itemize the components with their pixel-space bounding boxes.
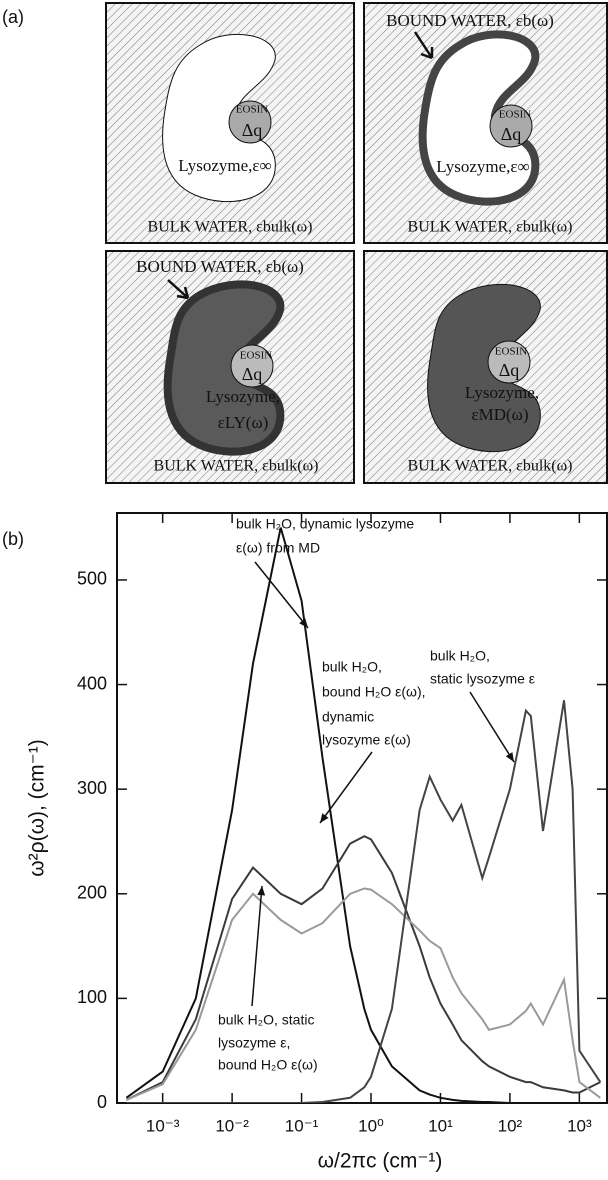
lysozyme-shape [162,33,276,202]
diagram [105,2,608,484]
annotation: static lysozyme ε [430,671,535,687]
x-tick-label: 10⁻² [215,1116,249,1135]
diagram-label: Δq [499,360,520,380]
y-tick-label: 0 [97,1092,107,1112]
annotation: lysozyme ε, [218,1035,290,1051]
x-tick-label: 10⁻³ [146,1116,180,1135]
annotation: bound H₂O ε(ω) [218,1057,318,1073]
series-line [125,835,601,1101]
x-tick-label: 10¹ [428,1116,453,1135]
y-axis-label: ω²ρ(ω), (cm⁻¹) [26,739,49,876]
arrow-head [257,886,266,896]
diagram-label: BULK WATER, εbulk(ω) [408,458,573,475]
eosin [487,340,531,384]
annotation: bulk H₂O, dynamic lysozyme [236,516,414,532]
annotation: ε(ω) from MD [236,540,320,556]
diagram-label: εMD(ω) [471,405,528,424]
arrow-head [320,813,329,823]
y-tick-label: 300 [77,778,107,798]
annotation: bulk H₂O, static [218,1012,314,1028]
annotation-arrow [251,885,263,1007]
lysozyme-shape [163,280,285,456]
diagram-label: Δq [242,364,263,384]
diagram-label: εLY(ω) [218,413,269,432]
x-tick-label: 10³ [567,1116,592,1135]
annotation-arrow [319,751,373,824]
annotation: bulk H₂O, [322,659,382,675]
diagram-label: BULK WATER, εbulk(ω) [154,458,319,475]
x-tick-label: 10⁰ [358,1116,384,1135]
series-line [125,527,601,1103]
arrow [167,279,190,300]
diagram-label: EOSIN [495,346,527,358]
annotation: lysozyme ε(ω) [322,732,411,748]
series-line [126,887,601,1101]
y-tick-label: 500 [77,569,107,589]
diagram-label: EOSIN [499,109,531,121]
y-tick-label: 100 [77,987,107,1007]
panel-label: (a) [2,7,24,27]
arrow [413,31,434,60]
bound-water-shell [418,30,540,206]
diagram-label: Lysozyme,ε∞ [178,156,271,175]
annotation-arrow [254,561,309,629]
annotation: bound H₂O ε(ω), [322,684,426,700]
lysozyme-shape [427,283,541,452]
annotation-arrow [469,691,515,763]
x-tick-label: 10⁻¹ [285,1116,319,1135]
panel-label: (b) [2,529,24,549]
diagram-label: BULK WATER, εbulk(ω) [148,219,313,236]
annotation: bulk H₂O, [430,648,490,664]
eosin [228,100,272,144]
diagram-label: Lysozyme,ε∞ [436,157,529,176]
y-tick-label: 200 [77,883,107,903]
diagram-label: EOSIN [236,104,268,116]
series-line [126,700,602,1103]
x-axis-label: ω/2πc (cm⁻¹) [318,1150,443,1173]
diagram-label: Δq [501,124,522,144]
diagram-label: EOSIN [240,350,272,362]
diagram-label: BOUND WATER, εb(ω) [386,11,554,30]
diagram-label: BULK WATER, εbulk(ω) [408,219,573,236]
diagram-label: Lysozyme, [206,387,280,406]
x-tick-label: 10² [498,1116,523,1135]
arrow-head [299,618,308,628]
eosin [489,104,533,148]
eosin [230,344,274,388]
diagram-label: BOUND WATER, εb(ω) [136,257,304,276]
diagram-label: Δq [242,120,263,140]
arrow-head [505,752,514,762]
y-tick-label: 400 [77,673,107,693]
annotation: dynamic [322,709,374,725]
plot-frame [116,512,608,1104]
diagram-label: Lysozyme, [465,383,539,402]
